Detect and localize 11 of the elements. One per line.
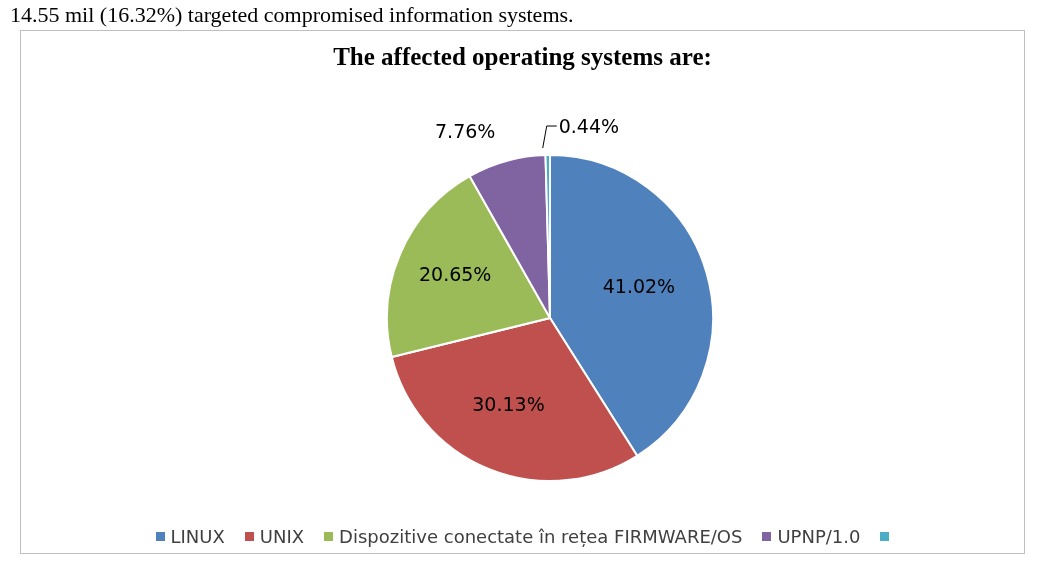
text: 14.55 mil (16.32%) targeted compromised information systems.: [10, 2, 574, 28]
data-label: 7.76%: [435, 119, 496, 142]
data-label: 30.13%: [472, 392, 545, 415]
data-label: 20.65%: [418, 263, 492, 286]
legend-label: UPNP/1.0: [777, 526, 861, 547]
legend-label: LINUX: [170, 526, 225, 547]
data-label: 0.44%: [558, 115, 620, 138]
chart-title: The affected operating systems are:: [332, 43, 713, 71]
legend-label: UNIX: [259, 526, 305, 547]
data-label: 41.02%: [602, 274, 676, 297]
legend-label: Dispozitive conectate în rețea FIRMWARE/OS: [339, 526, 743, 547]
